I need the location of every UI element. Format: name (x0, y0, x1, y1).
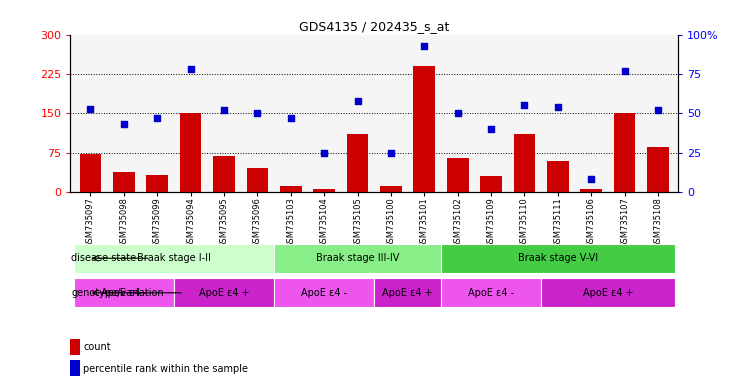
Text: genotype/variation: genotype/variation (71, 288, 164, 298)
Point (84, 106, 96, 112)
Point (185, 66, 196, 72)
Text: disease state: disease state (71, 253, 136, 263)
Point (552, 104, 564, 110)
Bar (313, 189, 335, 192)
Bar (180, 113, 202, 192)
Text: ApoE ε4 -: ApoE ε4 - (101, 288, 147, 298)
Bar (614, 113, 636, 192)
Bar (274, 278, 374, 308)
Text: ApoE ε4 +: ApoE ε4 + (582, 288, 634, 298)
Point (251, 110, 263, 116)
Bar (441, 278, 541, 308)
Text: Braak stage I-II: Braak stage I-II (137, 253, 211, 263)
Bar (146, 175, 168, 192)
Point (585, 176, 597, 182)
Bar (413, 66, 435, 192)
Bar (74, 278, 174, 308)
Bar (374, 278, 441, 308)
Point (218, 107, 230, 113)
Bar (480, 176, 502, 192)
Point (385, 150, 397, 156)
Bar (174, 278, 274, 308)
Bar (447, 158, 468, 192)
Bar (79, 154, 102, 192)
Point (652, 107, 664, 113)
Text: ApoE ε4 +: ApoE ε4 + (382, 288, 433, 298)
Point (151, 115, 163, 121)
Point (118, 121, 130, 127)
Text: Braak stage V-VI: Braak stage V-VI (518, 253, 598, 263)
Bar (74, 243, 274, 273)
Bar (274, 243, 441, 273)
Point (419, 43, 431, 49)
Point (619, 68, 631, 74)
Bar (380, 186, 402, 192)
Point (318, 150, 330, 156)
Text: ApoE ε4 +: ApoE ε4 + (199, 288, 249, 298)
Point (519, 103, 531, 109)
Point (485, 126, 497, 132)
Bar (441, 243, 674, 273)
Bar (213, 156, 235, 192)
Text: percentile rank within the sample: percentile rank within the sample (83, 364, 248, 374)
Bar (280, 186, 302, 192)
Point (351, 98, 363, 104)
Bar (647, 147, 669, 192)
Point (285, 115, 296, 121)
Bar (70, 339, 80, 355)
Bar (347, 134, 368, 192)
Title: GDS4135 / 202435_s_at: GDS4135 / 202435_s_at (299, 20, 449, 33)
Point (452, 110, 464, 116)
Bar (247, 169, 268, 192)
Text: count: count (83, 342, 111, 352)
Bar (70, 360, 80, 376)
Bar (547, 161, 568, 192)
Bar (541, 278, 674, 308)
Bar (113, 172, 135, 192)
Bar (580, 189, 602, 192)
Bar (514, 134, 535, 192)
Text: ApoE ε4 -: ApoE ε4 - (468, 288, 514, 298)
Text: Braak stage III-IV: Braak stage III-IV (316, 253, 399, 263)
Text: ApoE ε4 -: ApoE ε4 - (301, 288, 348, 298)
